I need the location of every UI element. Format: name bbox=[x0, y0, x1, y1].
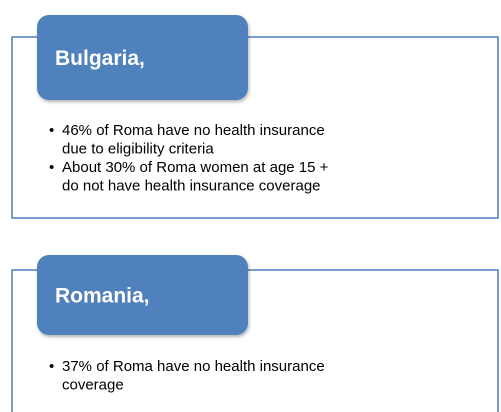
header-box bbox=[37, 15, 248, 100]
header-title: Romania, bbox=[55, 285, 150, 308]
bullet-text: 46% of Roma have no health insurance bbox=[62, 122, 325, 139]
header-box bbox=[37, 255, 248, 335]
bullet-text: coverage bbox=[62, 376, 124, 393]
frame bbox=[11, 269, 499, 412]
frame bbox=[11, 36, 499, 219]
bullet-text: About 30% of Roma women at age 15 + bbox=[62, 159, 329, 176]
header-title: Bulgaria, bbox=[55, 47, 145, 70]
bullet-text: due to eligibility criteria bbox=[62, 140, 214, 157]
bullet-text: do not have health insurance coverage bbox=[62, 177, 321, 194]
bullet-dot: • bbox=[49, 122, 54, 139]
bullet-dot: • bbox=[49, 358, 54, 375]
bullet-text: 37% of Roma have no health insurance bbox=[62, 358, 325, 375]
bullet-dot: • bbox=[49, 159, 54, 176]
